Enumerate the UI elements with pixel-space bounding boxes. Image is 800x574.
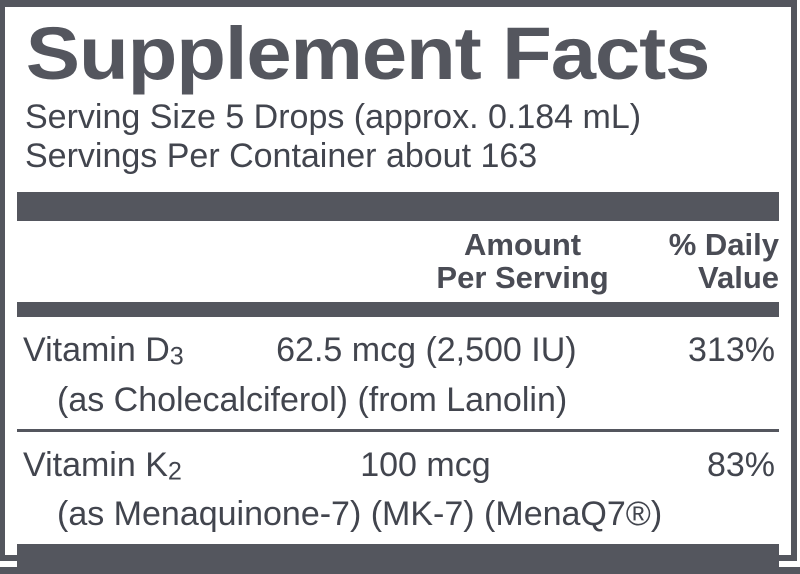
nutrient-row-vitamin-k2: Vitamin K2 100 mcg 83% (as Menaquinone-7… (17, 445, 779, 535)
serving-size-text: Serving Size 5 Drops (approx. 0.184 mL) (25, 98, 642, 137)
nutrient-daily-value: 83% (706, 445, 775, 484)
nutrient-daily-value: 313% (688, 331, 775, 370)
panel-title: Supplement Facts (25, 12, 711, 95)
nutrient-row-vitamin-d3: Vitamin D3 62.5 mcg (2,500 IU) 313% (as … (17, 330, 779, 420)
amount-header-line2: Per Serving (436, 260, 609, 296)
nutrient-name-text: Vitamin D (23, 331, 170, 370)
nutrient-row-main: Vitamin K2 100 mcg 83% (17, 445, 779, 492)
nutrient-name-subscript: 3 (169, 342, 184, 371)
serving-info: Serving Size 5 Drops (approx. 0.184 mL) … (17, 98, 779, 176)
background-strip (0, 567, 800, 574)
nutrient-name: Vitamin K2 (23, 445, 182, 492)
nutrient-name-subscript: 2 (167, 457, 182, 486)
nutrient-amount: 62.5 mcg (2,500 IU) (276, 331, 577, 370)
daily-value-header-line2: Value (698, 260, 779, 296)
divider-bar-top (17, 192, 779, 222)
daily-value-header-line1: % Daily (668, 227, 779, 263)
nutrient-detail: (as Cholecalciferol) (from Lanolin) (57, 380, 568, 419)
servings-per-container-text: Servings Per Container about 163 (25, 137, 538, 176)
nutrient-name: Vitamin D3 (23, 330, 184, 377)
daily-value-header: % Daily Value (669, 228, 779, 294)
amount-per-serving-header: Amount Per Serving (436, 228, 608, 294)
nutrient-detail: (as Menaquinone-7) (MK-7) (MenaQ7®) (57, 495, 663, 534)
column-headers: Amount Per Serving % Daily Value (17, 228, 779, 294)
divider-bar-header (17, 302, 779, 318)
nutrient-row-main: Vitamin D3 62.5 mcg (2,500 IU) 313% (17, 330, 779, 377)
divider-bar-bottom (17, 544, 779, 572)
row-divider (17, 428, 779, 432)
nutrient-amount: 100 mcg (360, 445, 491, 484)
nutrient-name-text: Vitamin K (23, 445, 168, 484)
amount-header-line1: Amount (464, 227, 582, 263)
